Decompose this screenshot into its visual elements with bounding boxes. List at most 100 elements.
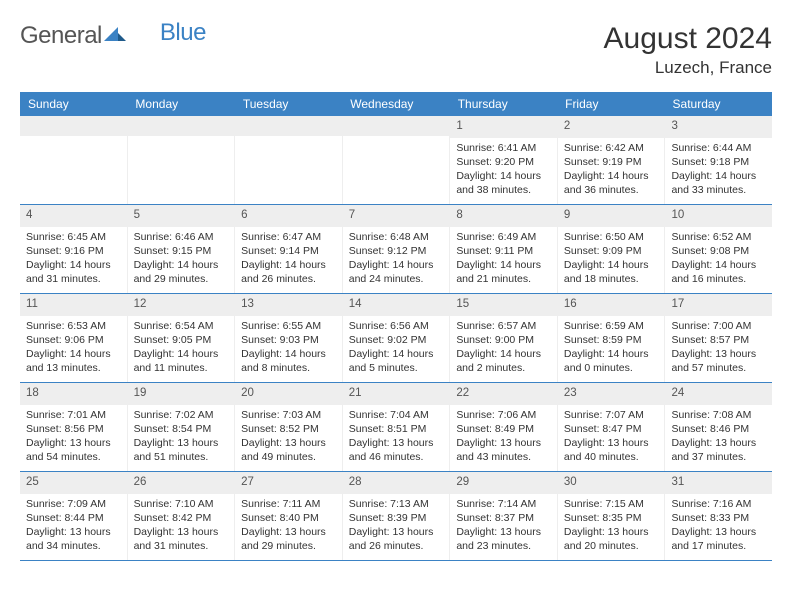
triangle-icon: [104, 22, 126, 50]
sunrise-line: Sunrise: 7:01 AM: [26, 408, 121, 422]
day-number: 8: [450, 205, 557, 227]
day-body: Sunrise: 7:15 AMSunset: 8:35 PMDaylight:…: [558, 494, 665, 560]
day-cell: 18Sunrise: 7:01 AMSunset: 8:56 PMDayligh…: [20, 383, 128, 471]
day-cell: 12Sunrise: 6:54 AMSunset: 9:05 PMDayligh…: [128, 294, 236, 382]
day-body: Sunrise: 6:52 AMSunset: 9:08 PMDaylight:…: [665, 227, 772, 293]
week-row: 18Sunrise: 7:01 AMSunset: 8:56 PMDayligh…: [20, 383, 772, 472]
day-number: 15: [450, 294, 557, 316]
page: General Blue August 2024 Luzech, France …: [0, 0, 792, 571]
day-number: 10: [665, 205, 772, 227]
location-label: Luzech, France: [604, 58, 772, 78]
sunrise-line: Sunrise: 6:46 AM: [134, 230, 229, 244]
week-row: 4Sunrise: 6:45 AMSunset: 9:16 PMDaylight…: [20, 205, 772, 294]
sunrise-line: Sunrise: 6:54 AM: [134, 319, 229, 333]
weekday-header-cell: Sunday: [20, 92, 127, 116]
daylight-line: Daylight: 14 hours and 2 minutes.: [456, 347, 551, 375]
day-cell: [128, 116, 236, 204]
day-number: 1: [450, 116, 557, 138]
daylight-line: Daylight: 14 hours and 8 minutes.: [241, 347, 336, 375]
day-number: 12: [128, 294, 235, 316]
day-cell: 22Sunrise: 7:06 AMSunset: 8:49 PMDayligh…: [450, 383, 558, 471]
sunset-line: Sunset: 9:16 PM: [26, 244, 121, 258]
day-cell: 10Sunrise: 6:52 AMSunset: 9:08 PMDayligh…: [665, 205, 772, 293]
day-number: 9: [558, 205, 665, 227]
sunrise-line: Sunrise: 6:50 AM: [564, 230, 659, 244]
daylight-line: Daylight: 13 hours and 29 minutes.: [241, 525, 336, 553]
sunset-line: Sunset: 9:09 PM: [564, 244, 659, 258]
sunset-line: Sunset: 9:18 PM: [671, 155, 766, 169]
day-cell: 11Sunrise: 6:53 AMSunset: 9:06 PMDayligh…: [20, 294, 128, 382]
day-body: Sunrise: 7:02 AMSunset: 8:54 PMDaylight:…: [128, 405, 235, 471]
day-number: 29: [450, 472, 557, 494]
daylight-line: Daylight: 14 hours and 16 minutes.: [671, 258, 766, 286]
daylight-line: Daylight: 14 hours and 11 minutes.: [134, 347, 229, 375]
calendar-body: 1Sunrise: 6:41 AMSunset: 9:20 PMDaylight…: [20, 116, 772, 561]
weekday-header-cell: Monday: [127, 92, 234, 116]
day-cell: [343, 116, 451, 204]
sunset-line: Sunset: 9:00 PM: [456, 333, 551, 347]
weekday-header-cell: Wednesday: [342, 92, 449, 116]
day-body: Sunrise: 6:57 AMSunset: 9:00 PMDaylight:…: [450, 316, 557, 382]
day-cell: 17Sunrise: 7:00 AMSunset: 8:57 PMDayligh…: [665, 294, 772, 382]
daylight-line: Daylight: 13 hours and 54 minutes.: [26, 436, 121, 464]
day-number: 30: [558, 472, 665, 494]
day-cell: 19Sunrise: 7:02 AMSunset: 8:54 PMDayligh…: [128, 383, 236, 471]
daylight-line: Daylight: 13 hours and 57 minutes.: [671, 347, 766, 375]
sunset-line: Sunset: 8:42 PM: [134, 511, 229, 525]
day-number: 6: [235, 205, 342, 227]
sunset-line: Sunset: 8:44 PM: [26, 511, 121, 525]
sunset-line: Sunset: 9:02 PM: [349, 333, 444, 347]
daylight-line: Daylight: 13 hours and 31 minutes.: [134, 525, 229, 553]
day-body: [343, 136, 450, 196]
day-number: [128, 116, 235, 136]
day-cell: 3Sunrise: 6:44 AMSunset: 9:18 PMDaylight…: [665, 116, 772, 204]
sunrise-line: Sunrise: 7:08 AM: [671, 408, 766, 422]
day-cell: 31Sunrise: 7:16 AMSunset: 8:33 PMDayligh…: [665, 472, 772, 560]
day-body: Sunrise: 7:07 AMSunset: 8:47 PMDaylight:…: [558, 405, 665, 471]
brand-logo: General Blue: [20, 22, 206, 50]
sunrise-line: Sunrise: 6:45 AM: [26, 230, 121, 244]
day-number: [235, 116, 342, 136]
day-number: 25: [20, 472, 127, 494]
sunset-line: Sunset: 9:03 PM: [241, 333, 336, 347]
daylight-line: Daylight: 13 hours and 34 minutes.: [26, 525, 121, 553]
sunset-line: Sunset: 8:59 PM: [564, 333, 659, 347]
daylight-line: Daylight: 13 hours and 17 minutes.: [671, 525, 766, 553]
day-cell: [235, 116, 343, 204]
day-body: Sunrise: 7:00 AMSunset: 8:57 PMDaylight:…: [665, 316, 772, 382]
sunrise-line: Sunrise: 7:15 AM: [564, 497, 659, 511]
day-cell: 2Sunrise: 6:42 AMSunset: 9:19 PMDaylight…: [558, 116, 666, 204]
weekday-header-cell: Thursday: [450, 92, 557, 116]
sunrise-line: Sunrise: 6:59 AM: [564, 319, 659, 333]
daylight-line: Daylight: 13 hours and 37 minutes.: [671, 436, 766, 464]
week-row: 1Sunrise: 6:41 AMSunset: 9:20 PMDaylight…: [20, 116, 772, 205]
daylight-line: Daylight: 14 hours and 33 minutes.: [671, 169, 766, 197]
sunrise-line: Sunrise: 6:47 AM: [241, 230, 336, 244]
day-body: Sunrise: 6:42 AMSunset: 9:19 PMDaylight:…: [558, 138, 665, 204]
day-body: Sunrise: 6:53 AMSunset: 9:06 PMDaylight:…: [20, 316, 127, 382]
daylight-line: Daylight: 13 hours and 23 minutes.: [456, 525, 551, 553]
day-cell: 26Sunrise: 7:10 AMSunset: 8:42 PMDayligh…: [128, 472, 236, 560]
day-body: Sunrise: 7:06 AMSunset: 8:49 PMDaylight:…: [450, 405, 557, 471]
day-cell: 6Sunrise: 6:47 AMSunset: 9:14 PMDaylight…: [235, 205, 343, 293]
sunrise-line: Sunrise: 7:06 AM: [456, 408, 551, 422]
day-body: Sunrise: 6:56 AMSunset: 9:02 PMDaylight:…: [343, 316, 450, 382]
sunrise-line: Sunrise: 7:00 AM: [671, 319, 766, 333]
day-number: 26: [128, 472, 235, 494]
sunset-line: Sunset: 8:52 PM: [241, 422, 336, 436]
weekday-header-cell: Tuesday: [235, 92, 342, 116]
day-cell: 30Sunrise: 7:15 AMSunset: 8:35 PMDayligh…: [558, 472, 666, 560]
day-number: 13: [235, 294, 342, 316]
daylight-line: Daylight: 13 hours and 26 minutes.: [349, 525, 444, 553]
day-body: Sunrise: 7:10 AMSunset: 8:42 PMDaylight:…: [128, 494, 235, 560]
sunrise-line: Sunrise: 6:52 AM: [671, 230, 766, 244]
sunset-line: Sunset: 8:37 PM: [456, 511, 551, 525]
day-cell: [20, 116, 128, 204]
day-body: Sunrise: 7:09 AMSunset: 8:44 PMDaylight:…: [20, 494, 127, 560]
day-body: [128, 136, 235, 196]
daylight-line: Daylight: 13 hours and 46 minutes.: [349, 436, 444, 464]
day-cell: 8Sunrise: 6:49 AMSunset: 9:11 PMDaylight…: [450, 205, 558, 293]
weekday-header-cell: Friday: [557, 92, 664, 116]
sunset-line: Sunset: 9:20 PM: [456, 155, 551, 169]
sunrise-line: Sunrise: 7:04 AM: [349, 408, 444, 422]
